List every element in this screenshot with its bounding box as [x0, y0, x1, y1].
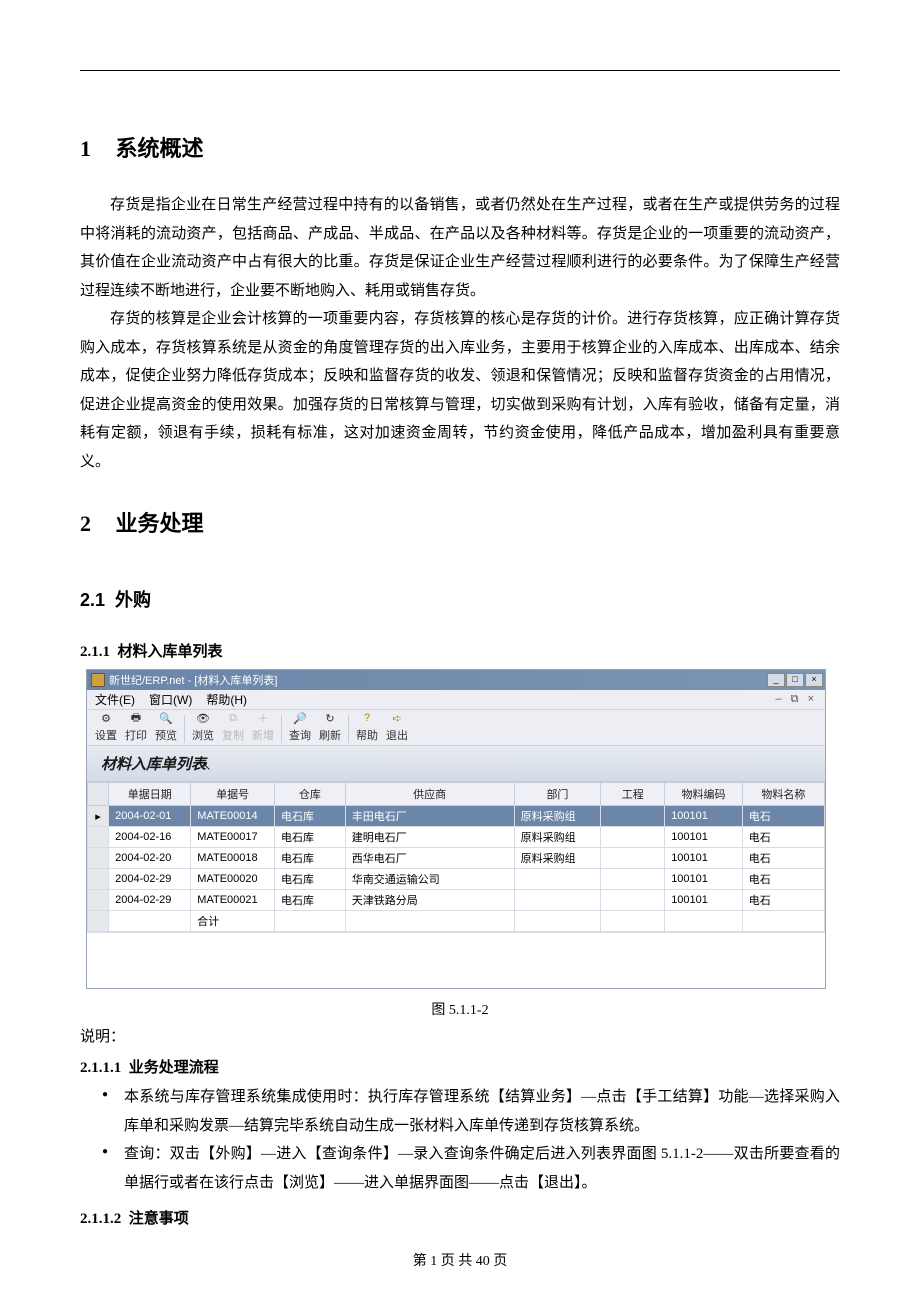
table-row[interactable]: 2004-02-16MATE00017电石库建明电石厂原料采购组100101电石 — [88, 827, 825, 848]
sec2-num: 2 — [80, 511, 110, 537]
grid-col-header[interactable]: 单据日期 — [109, 783, 191, 806]
grid-empty-area — [87, 932, 825, 988]
sec2112-title: 注意事项 — [129, 1211, 189, 1227]
sec1-num: 1 — [80, 136, 110, 162]
mdi-buttons[interactable]: – ⧉ × — [775, 693, 817, 706]
tb-exit[interactable]: ➪退出 — [382, 710, 412, 743]
bullet-2: 查询：双击【外购】—进入【查询条件】—录入查询条件确定后进入列表界面图 5.1.… — [124, 1140, 840, 1197]
h2-outsourcing: 2.1 外购 — [80, 586, 840, 612]
titlebar: 新世纪/ERP.net - [材料入库单列表] _ □ × — [87, 670, 825, 690]
grid-col-header[interactable]: 物料编码 — [665, 783, 743, 806]
menu-help[interactable]: 帮助(H) — [206, 691, 247, 708]
sec1-para2: 存货的核算是企业会计核算的一项重要内容，存货核算的核心是存货的计价。进行存货核算… — [80, 305, 840, 476]
tb-add: ＋新增 — [248, 710, 278, 743]
sec211-num: 2.1.1 — [80, 644, 110, 660]
grid-col-header[interactable]: 物料名称 — [742, 783, 824, 806]
menu-window[interactable]: 窗口(W) — [149, 691, 192, 708]
maximize-button[interactable]: □ — [786, 673, 804, 687]
copy-icon: ⧉ — [225, 710, 241, 726]
sec211-title: 材料入库单列表 — [118, 644, 223, 660]
h1-system-overview: 1 系统概述 — [80, 131, 840, 163]
page-total: 40 — [476, 1254, 490, 1269]
table-total-row: 合计 — [88, 911, 825, 932]
tb-print[interactable]: 🖶打印 — [121, 710, 151, 743]
exit-icon: ➪ — [389, 710, 405, 726]
printer-icon: 🖶 — [128, 710, 144, 726]
menu-file[interactable]: 文件(E) — [95, 691, 135, 708]
preview-icon: 🔍 — [158, 710, 174, 726]
app-window: 新世纪/ERP.net - [材料入库单列表] _ □ × 文件(E) 窗口(W… — [86, 669, 826, 989]
sec2112-num: 2.1.1.2 — [80, 1211, 121, 1227]
tb-settings[interactable]: ⚙设置 — [91, 710, 121, 743]
top-rule — [80, 70, 840, 71]
app-icon — [91, 673, 105, 687]
sec1-para1: 存货是指企业在日常生产经营过程中持有的以备销售，或者仍然处在生产过程，或者在生产… — [80, 191, 840, 305]
tb-query[interactable]: 🔎查询 — [285, 710, 315, 743]
h4-process-flow: 2.1.1.1 业务处理流程 — [80, 1056, 840, 1077]
window-title: 新世纪/ERP.net - [材料入库单列表] — [109, 672, 278, 688]
close-button[interactable]: × — [805, 673, 823, 687]
add-icon: ＋ — [255, 710, 271, 726]
table-row[interactable]: 2004-02-29MATE00021电石库天津铁路分局100101电石 — [88, 890, 825, 911]
sec2-title: 业务处理 — [116, 511, 204, 536]
grid-col-header[interactable]: 部门 — [514, 783, 601, 806]
bullet-list: 本系统与库存管理系统集成使用时：执行库存管理系统【结算业务】—点击【手工结算】功… — [124, 1083, 840, 1197]
toolbar: ⚙设置 🖶打印 🔍预览 👁浏览 ⧉复制 ＋新增 🔎查询 ↻刷新 ?帮助 ➪退出 — [87, 710, 825, 746]
grid-rowmark-header — [88, 783, 109, 806]
refresh-icon: ↻ — [322, 710, 338, 726]
tb-browse[interactable]: 👁浏览 — [188, 710, 218, 743]
grid-col-header[interactable]: 单据号 — [191, 783, 275, 806]
menubar: 文件(E) 窗口(W) 帮助(H) – ⧉ × — [87, 690, 825, 710]
tb-preview[interactable]: 🔍预览 — [151, 710, 181, 743]
grid-col-header[interactable]: 仓库 — [274, 783, 345, 806]
sec21-title: 外购 — [115, 590, 151, 610]
eye-icon: 👁 — [195, 710, 211, 726]
h1-business: 2 业务处理 — [80, 506, 840, 538]
table-row[interactable]: 2004-02-20MATE00018电石库西华电石厂原料采购组100101电石 — [88, 848, 825, 869]
note-label: 说明： — [80, 1025, 840, 1046]
tb-help[interactable]: ?帮助 — [352, 710, 382, 743]
sec21-num: 2.1 — [80, 590, 105, 610]
table-row[interactable]: ▸2004-02-01MATE00014电石库丰田电石厂原料采购组100101电… — [88, 806, 825, 827]
help-icon: ? — [359, 710, 375, 726]
grid-col-header[interactable]: 供应商 — [345, 783, 514, 806]
page-footer: 第 1 页 共 40 页 — [0, 1250, 920, 1270]
list-heading-band: 材料入库单列表 ↖ — [87, 746, 825, 782]
data-grid[interactable]: 单据日期单据号仓库供应商部门工程物料编码物料名称 ▸2004-02-01MATE… — [87, 782, 825, 932]
sec2111-num: 2.1.1.1 — [80, 1060, 121, 1076]
bullet-1: 本系统与库存管理系统集成使用时：执行库存管理系统【结算业务】—点击【手工结算】功… — [124, 1083, 840, 1140]
tb-refresh[interactable]: ↻刷新 — [315, 710, 345, 743]
minimize-button[interactable]: _ — [767, 673, 785, 687]
tb-copy: ⧉复制 — [218, 710, 248, 743]
h3-material-list: 2.1.1 材料入库单列表 — [80, 640, 840, 661]
table-row[interactable]: 2004-02-29MATE00020电石库华南交通运输公司100101电石 — [88, 869, 825, 890]
list-heading-text: 材料入库单列表 — [101, 753, 206, 774]
gear-icon: ⚙ — [98, 710, 114, 726]
figure-caption: 图 5.1.1-2 — [80, 999, 840, 1019]
h4-notes: 2.1.1.2 注意事项 — [80, 1207, 840, 1228]
grid-col-header[interactable]: 工程 — [601, 783, 665, 806]
sec2111-title: 业务处理流程 — [129, 1060, 219, 1076]
search-icon: 🔎 — [292, 710, 308, 726]
sec1-title: 系统概述 — [116, 136, 204, 161]
cursor-icon: ↖ — [202, 760, 211, 773]
